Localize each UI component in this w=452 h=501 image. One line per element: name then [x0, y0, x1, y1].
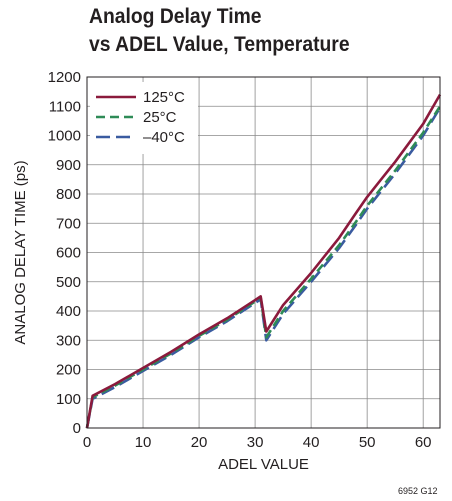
series-line-0: [85, 93, 442, 429]
legend-label-1: 25°C: [143, 109, 177, 126]
y-tick-label: 500: [56, 274, 81, 291]
y-tick-label: 200: [56, 362, 81, 379]
x-tick-label: 10: [135, 434, 152, 451]
y-tick-label: 700: [56, 215, 81, 232]
series-line-2: [85, 107, 442, 429]
x-tick-label: 50: [359, 434, 376, 451]
y-axis-label: ANALOG DELAY TIME (ps): [12, 160, 29, 344]
y-tick-label: 1200: [48, 69, 81, 86]
series-lines: [85, 93, 442, 429]
y-tick-label: 400: [56, 303, 81, 320]
y-tick-label: 800: [56, 186, 81, 203]
chart-title-line-1: Analog Delay Time: [89, 5, 262, 28]
x-tick-label: 40: [303, 434, 320, 451]
y-tick-label: 0: [73, 420, 81, 437]
y-tick-label: 300: [56, 332, 81, 349]
figure-id: 6952 G12: [398, 486, 438, 496]
series-line-1: [85, 105, 442, 429]
x-tick-label: 60: [415, 434, 432, 451]
legend-background: [90, 82, 198, 154]
legend-label-0: 125°C: [143, 89, 185, 106]
y-tick-label: 1100: [49, 98, 81, 115]
tick-labels: 0100200300400500600700800900100011001200…: [48, 69, 432, 451]
x-tick-label: 30: [247, 434, 264, 451]
plot-frame: [86, 76, 441, 429]
chart-title-line-2: vs ADEL Value, Temperature: [89, 33, 350, 56]
y-tick-label: 100: [56, 391, 81, 408]
x-tick-label: 0: [83, 434, 91, 451]
x-axis-label: ADEL VALUE: [218, 456, 309, 473]
y-tick-label: 900: [56, 157, 81, 174]
x-tick-label: 20: [191, 434, 208, 451]
y-tick-label: 1000: [48, 128, 81, 145]
y-tick-label: 600: [56, 245, 81, 262]
legend: 125°C 25°C –40°C: [90, 82, 198, 154]
legend-label-2: –40°C: [143, 129, 185, 146]
